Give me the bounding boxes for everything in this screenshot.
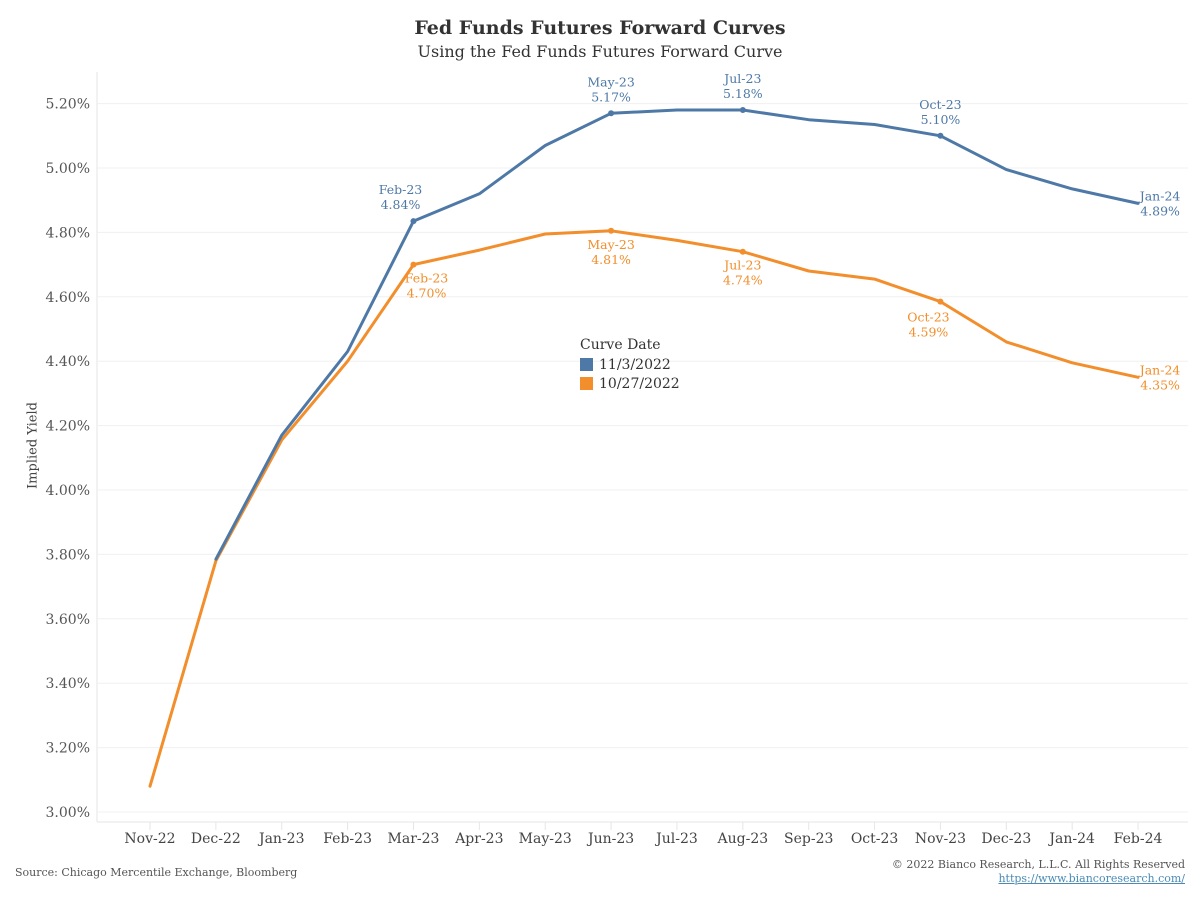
data-label: Oct-23 bbox=[919, 97, 961, 112]
legend-label: 10/27/2022 bbox=[599, 375, 680, 392]
x-tick-label: Mar-23 bbox=[388, 831, 440, 847]
data-label: May-23 bbox=[587, 237, 634, 252]
data-label: 4.84% bbox=[381, 197, 421, 212]
x-tick-label: Sep-23 bbox=[784, 831, 833, 847]
data-label: Jan-24 bbox=[1138, 188, 1181, 203]
data-label: 4.70% bbox=[407, 286, 447, 301]
x-tick-label: Dec-22 bbox=[191, 831, 241, 847]
data-point-marker bbox=[608, 227, 615, 234]
y-tick-label: 4.40% bbox=[46, 354, 90, 370]
y-axis: 3.00% 3.20% 3.40% 3.60% 3.80% 4.00% 4.20% 4.40%… bbox=[46, 97, 90, 821]
y-axis-label: Implied Yield bbox=[25, 402, 41, 489]
data-label: Oct-23 bbox=[907, 310, 949, 325]
y-tick-label: 3.80% bbox=[46, 547, 90, 563]
copyright-note: © 2022 Bianco Research, L.L.C. All Right… bbox=[891, 858, 1185, 871]
data-label: 5.18% bbox=[723, 86, 763, 101]
data-label: May-23 bbox=[587, 74, 634, 89]
legend-item-11-3-2022[interactable]: 11/3/2022 bbox=[580, 355, 680, 374]
x-tick-label: Jan-23 bbox=[257, 831, 305, 847]
data-point-marker bbox=[410, 261, 417, 268]
data-label: 4.35% bbox=[1140, 377, 1180, 392]
data-point-marker bbox=[410, 218, 417, 225]
data-point-marker bbox=[937, 132, 944, 139]
series-line-10-27-2022 bbox=[148, 229, 1140, 788]
data-point-marker bbox=[739, 107, 746, 114]
legend-swatch bbox=[580, 358, 593, 371]
data-point-marker bbox=[937, 298, 944, 305]
y-tick-label: 4.20% bbox=[46, 419, 90, 435]
data-label: 5.10% bbox=[921, 112, 961, 127]
x-tick-label: Nov-22 bbox=[124, 831, 175, 847]
x-tick-label: Feb-24 bbox=[1114, 831, 1163, 847]
y-tick-label: 3.40% bbox=[46, 676, 90, 692]
y-tick-label: 4.00% bbox=[46, 483, 90, 499]
x-tick-label: Apr-23 bbox=[454, 831, 503, 847]
legend-title: Curve Date bbox=[580, 337, 661, 353]
x-tick-label: Jul-23 bbox=[654, 831, 698, 847]
gridlines bbox=[96, 72, 1188, 823]
data-label: 4.59% bbox=[909, 325, 949, 340]
legend-label: 11/3/2022 bbox=[599, 356, 671, 373]
data-point-marker bbox=[608, 110, 615, 117]
x-tick-label: Jan-24 bbox=[1047, 831, 1095, 847]
data-label: 4.74% bbox=[723, 273, 763, 288]
legend: Curve Date 11/3/2022 10/27/2022 bbox=[580, 337, 680, 393]
y-tick-label: 3.00% bbox=[46, 805, 90, 821]
x-tick-label: Nov-23 bbox=[915, 831, 966, 847]
x-tick-label: Feb-23 bbox=[323, 831, 372, 847]
data-label: Feb-23 bbox=[405, 271, 449, 286]
y-tick-label: 5.20% bbox=[46, 97, 90, 113]
data-label: 4.81% bbox=[591, 252, 631, 267]
legend-item-10-27-2022[interactable]: 10/27/2022 bbox=[580, 374, 680, 393]
x-tick-label: Dec-23 bbox=[981, 831, 1031, 847]
y-tick-label: 3.20% bbox=[46, 741, 90, 757]
data-label: Jan-24 bbox=[1138, 362, 1181, 377]
series-line-11-3-2022 bbox=[214, 108, 1140, 561]
chart-subtitle: Using the Fed Funds Futures Forward Curv… bbox=[417, 42, 783, 61]
legend-swatch bbox=[580, 377, 593, 390]
website-link[interactable]: https://www.biancoresearch.com/ bbox=[998, 872, 1185, 885]
x-tick-label: Jun-23 bbox=[586, 831, 634, 847]
y-tick-label: 3.60% bbox=[46, 612, 90, 628]
data-label: 5.17% bbox=[591, 89, 631, 104]
data-label: 4.89% bbox=[1140, 203, 1180, 218]
x-tick-label: May-23 bbox=[519, 831, 572, 847]
annotations: Feb-234.70%May-234.81% Jul-234.74%Oct-234… bbox=[379, 71, 1181, 392]
x-tick-label: Oct-23 bbox=[851, 831, 899, 847]
y-tick-label: 4.80% bbox=[46, 225, 90, 241]
data-label: Jul-23 bbox=[722, 258, 761, 273]
y-tick-label: 5.00% bbox=[46, 161, 90, 177]
x-axis: Nov-22 Dec-22 Jan-23 Feb-23 Mar-23 Apr-23 May-… bbox=[124, 822, 1163, 847]
data-label: Feb-23 bbox=[379, 182, 423, 197]
y-tick-label: 4.60% bbox=[46, 290, 90, 306]
series-lines bbox=[148, 107, 1140, 788]
data-label: Jul-23 bbox=[722, 71, 761, 86]
source-note: Source: Chicago Mercentile Exchange, Blo… bbox=[15, 866, 298, 879]
data-point-marker bbox=[739, 248, 746, 255]
x-tick-label: Aug-23 bbox=[717, 831, 769, 847]
chart-title: Fed Funds Futures Forward Curves bbox=[414, 17, 786, 39]
